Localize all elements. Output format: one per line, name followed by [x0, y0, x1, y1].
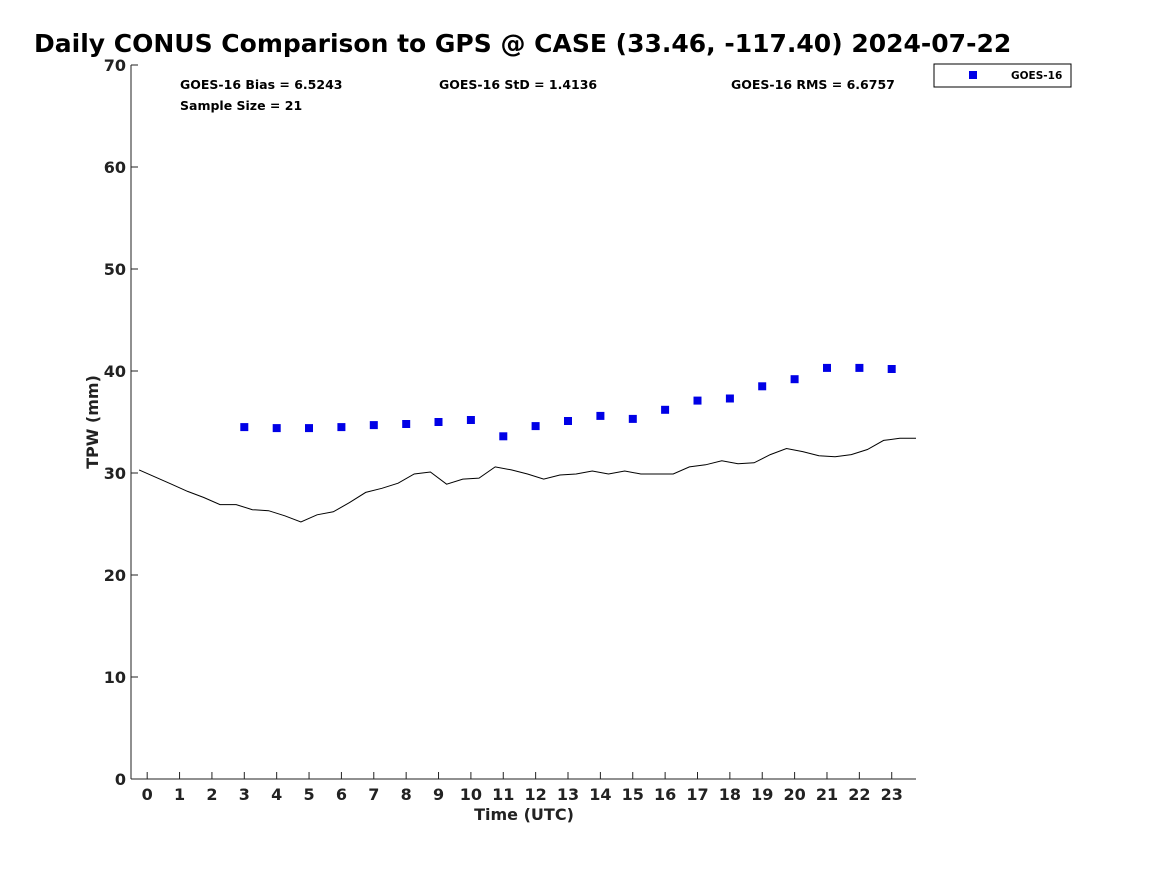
x-tick-label: 20: [783, 785, 805, 804]
x-tick-label: 22: [848, 785, 870, 804]
x-tick-label: 17: [686, 785, 708, 804]
x-tick-label: 15: [622, 785, 644, 804]
goes16-point: [790, 375, 799, 384]
x-tick-label: 9: [433, 785, 444, 804]
goes16-point: [887, 365, 896, 373]
x-axis-ticks: 0 1 2 3 4 5 6 7 8 9 10 11 12 13 14 15 16 17 18 19 20 21 22 23: [142, 772, 903, 804]
x-tick-label: 23: [881, 785, 903, 804]
y-tick-label: 70: [104, 56, 126, 75]
goes16-point: [369, 421, 378, 430]
goes16-series: [240, 363, 896, 441]
y-tick-label: 20: [104, 566, 126, 585]
goes16-point: [661, 405, 670, 414]
x-tick-label: 1: [174, 785, 185, 804]
plot-area: [130, 65, 916, 780]
plot-frame: [131, 65, 916, 779]
stat-sample-size: Sample Size = 21: [180, 98, 302, 113]
goes16-point: [855, 363, 864, 372]
goes16-point: [499, 432, 508, 441]
goes16-point: [758, 382, 767, 391]
goes16-point: [337, 423, 346, 432]
x-tick-label: 3: [239, 785, 250, 804]
goes16-point: [305, 424, 313, 433]
goes16-point: [725, 394, 734, 403]
x-tick-label: 14: [589, 785, 611, 804]
x-tick-label: 7: [368, 785, 379, 804]
x-tick-label: 4: [271, 785, 282, 804]
goes16-point: [272, 424, 281, 433]
x-tick-label: 12: [525, 785, 547, 804]
y-axis-label: TPW (mm): [83, 375, 102, 469]
x-axis-label: Time (UTC): [474, 805, 574, 824]
gps-line: [138, 437, 916, 523]
y-tick-label: 10: [104, 668, 126, 687]
x-tick-label: 19: [751, 785, 773, 804]
x-tick-label: 0: [142, 785, 153, 804]
x-tick-label: 2: [206, 785, 217, 804]
x-tick-label: 13: [557, 785, 579, 804]
x-tick-label: 6: [336, 785, 347, 804]
y-tick-label: 30: [104, 464, 126, 483]
y-tick-label: 0: [115, 770, 126, 789]
goes16-point: [531, 422, 540, 431]
goes16-point: [434, 418, 443, 426]
stat-rms: GOES-16 RMS = 6.6757: [731, 77, 895, 92]
y-axis-ticks: 0 10 20 30 40 50 60 70: [104, 56, 138, 789]
goes16-point: [402, 420, 411, 428]
stats-annotations: GOES-16 Bias = 6.5243 GOES-16 StD = 1.41…: [180, 77, 895, 113]
y-tick-label: 50: [104, 260, 126, 279]
y-tick-label: 40: [104, 362, 126, 381]
x-tick-label: 18: [719, 785, 741, 804]
goes16-point: [240, 423, 249, 432]
goes16-point: [466, 416, 475, 424]
goes16-point: [823, 363, 831, 372]
legend-marker-goes16: [969, 71, 977, 79]
x-tick-label: 21: [816, 785, 838, 804]
legend-label-goes16: GOES-16: [1011, 70, 1062, 82]
stat-bias: GOES-16 Bias = 6.5243: [180, 77, 342, 92]
x-tick-label: 8: [401, 785, 412, 804]
x-tick-label: 10: [460, 785, 482, 804]
gps-series: [138, 437, 916, 523]
goes16-point: [596, 411, 605, 420]
goes16-point: [564, 417, 572, 425]
legend-box: [933, 63, 1072, 88]
legend: GOES-16: [933, 63, 1072, 88]
chart-title: Daily CONUS Comparison to GPS @ CASE (33…: [34, 29, 1011, 58]
x-tick-label: 16: [654, 785, 676, 804]
x-tick-label: 5: [303, 785, 314, 804]
x-tick-label: 11: [492, 785, 514, 804]
goes16-point: [628, 414, 637, 423]
y-tick-label: 60: [104, 158, 126, 177]
stat-std: GOES-16 StD = 1.4136: [439, 77, 597, 92]
goes16-point: [693, 396, 702, 405]
